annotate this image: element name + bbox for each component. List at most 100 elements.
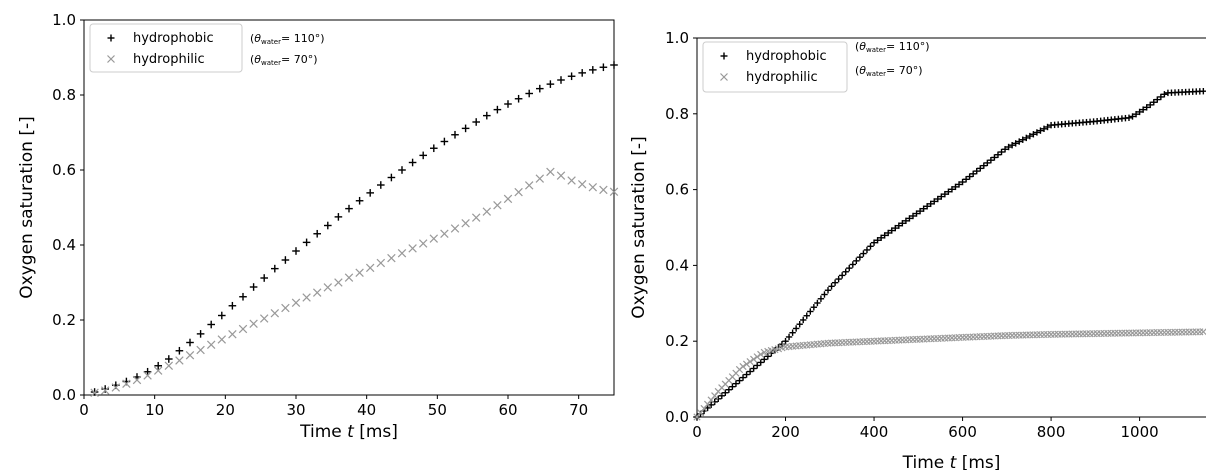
- hydrophobic-point: [260, 274, 268, 282]
- hydrophobic-point: [945, 188, 952, 195]
- x-axis-label: Time t [ms]: [299, 422, 398, 442]
- legend-label-hydrophobic: hydrophobic: [133, 31, 214, 46]
- hydrophobic-point: [874, 237, 881, 244]
- hydrophobic-point: [567, 72, 576, 81]
- hydrophilic-point: [1146, 329, 1154, 337]
- hydrophilic-point: [746, 358, 754, 366]
- y-tick-label: 0.0: [52, 386, 76, 404]
- hydrophobic-point: [1005, 143, 1012, 151]
- hydrophilic-point: [175, 356, 184, 365]
- hydrophobic-point: [736, 377, 743, 384]
- hydrophilic-point: [1132, 329, 1140, 337]
- hydrophilic-point: [1100, 329, 1108, 338]
- hydrophilic-point: [291, 298, 301, 307]
- legend: hydrophobic (θwater= 110°) hydrophilic (θwa…: [702, 40, 930, 93]
- hydrophobic-point: [998, 148, 1005, 156]
- hydrophobic-point: [761, 356, 768, 363]
- y-tick-label: 0.2: [52, 311, 76, 329]
- hydrophobic-point: [764, 353, 772, 360]
- y-tick-label: 0.6: [52, 161, 76, 179]
- hydrophobic-point: [785, 333, 793, 341]
- hydrophilic-point: [259, 314, 269, 323]
- hydrophilic-point: [567, 176, 576, 185]
- hydrophobic-point: [973, 167, 980, 175]
- hydrophobic-point: [525, 89, 533, 98]
- hydrophobic-point: [281, 256, 290, 264]
- hydrophobic-point: [792, 325, 800, 332]
- hydrophobic-point: [302, 238, 311, 247]
- hydrophobic-point: [461, 124, 470, 133]
- hydrophilic-point: [1150, 328, 1158, 337]
- hydrophilic-point: [217, 335, 227, 344]
- hydrophobic-point: [906, 215, 913, 222]
- hydrophobic-point: [729, 383, 736, 390]
- hydrophobic-point: [814, 299, 821, 307]
- hydrophobic-point: [743, 371, 750, 378]
- hydrophobic-point: [493, 105, 502, 114]
- hydrophobic-point: [1037, 127, 1044, 134]
- hydrophobic-point: [610, 61, 618, 69]
- hydrophobic-point: [1136, 108, 1143, 116]
- hydrophilic-point: [1164, 328, 1172, 337]
- contact-angle-label-hydrophobic: (θwater= 110°): [250, 32, 325, 46]
- hydrophilic-point: [387, 253, 396, 263]
- hydrophilic-point: [1182, 328, 1190, 336]
- hydrophilic-point: [1072, 330, 1080, 338]
- series-hydrophilic: [693, 328, 1206, 421]
- hydrophobic-point: [154, 361, 162, 370]
- hydrophilic-point: [111, 383, 121, 392]
- hydrophobic-point: [895, 222, 903, 229]
- hydrophobic-point: [750, 365, 757, 372]
- hydrophobic-point: [863, 246, 871, 254]
- hydrophilic-point: [418, 239, 428, 248]
- hydrophilic-point: [143, 371, 152, 380]
- hydrophilic-point: [1082, 330, 1091, 338]
- hydrophobic-point: [778, 341, 786, 348]
- hydrophobic-point: [934, 195, 941, 203]
- hydrophobic-point: [846, 264, 853, 272]
- legend-label-hydrophilic: hydrophilic: [133, 52, 205, 67]
- hydrophilic-point: [1160, 328, 1169, 337]
- x-axis-label: Time t [ms]: [902, 453, 1001, 470]
- hydrophobic-point: [725, 386, 733, 393]
- hydrophobic-point: [856, 254, 864, 261]
- hydrophilic-point: [1171, 328, 1179, 336]
- hydrophobic-point: [387, 173, 396, 182]
- hydrophobic-point: [831, 279, 839, 286]
- x-tick-label: 200: [771, 423, 800, 441]
- hydrophobic-point: [1132, 110, 1140, 118]
- legend-marker-hydrophilic: [720, 73, 728, 81]
- series-hydrophobic: [90, 61, 618, 396]
- y-tick-label: 0.4: [665, 256, 689, 274]
- hydrophilic-point: [753, 353, 761, 361]
- hydrophilic-point: [1174, 328, 1183, 336]
- legend-marker-hydrophobic: [720, 52, 728, 60]
- hydrophobic-point: [1008, 141, 1016, 149]
- series-hydrophilic: [90, 167, 619, 397]
- hydrophilic-point: [546, 167, 555, 177]
- hydrophilic-point: [1089, 330, 1098, 338]
- hydrophilic-point: [609, 187, 619, 196]
- hydrophilic-point: [742, 360, 751, 368]
- hydrophilic-point: [1086, 330, 1094, 338]
- hydrophobic-point: [739, 374, 747, 381]
- hydrophilic-point: [100, 386, 110, 395]
- hydrophilic-point: [164, 361, 174, 370]
- hydrophobic-point: [207, 320, 215, 329]
- hydrophilic-point: [1114, 329, 1122, 337]
- hydrophobic-point: [977, 165, 984, 172]
- hydrophobic-point: [599, 63, 608, 72]
- hydrophobic-point: [881, 232, 888, 239]
- hydrophobic-point: [472, 118, 480, 126]
- hydrophilic-point: [1199, 328, 1206, 336]
- hydrophilic-point: [1054, 330, 1062, 338]
- hydrophobic-point: [718, 392, 725, 399]
- hydrophilic-point: [1143, 329, 1151, 337]
- hydrophobic-point: [969, 170, 977, 178]
- hydrophobic-point: [715, 395, 722, 403]
- hydrophilic-point: [1153, 328, 1161, 337]
- hydrophilic-point: [599, 185, 608, 195]
- legend-label-hydrophilic: hydrophilic: [746, 70, 818, 85]
- hydrophobic-point: [803, 312, 810, 319]
- hydrophilic-point: [493, 201, 502, 210]
